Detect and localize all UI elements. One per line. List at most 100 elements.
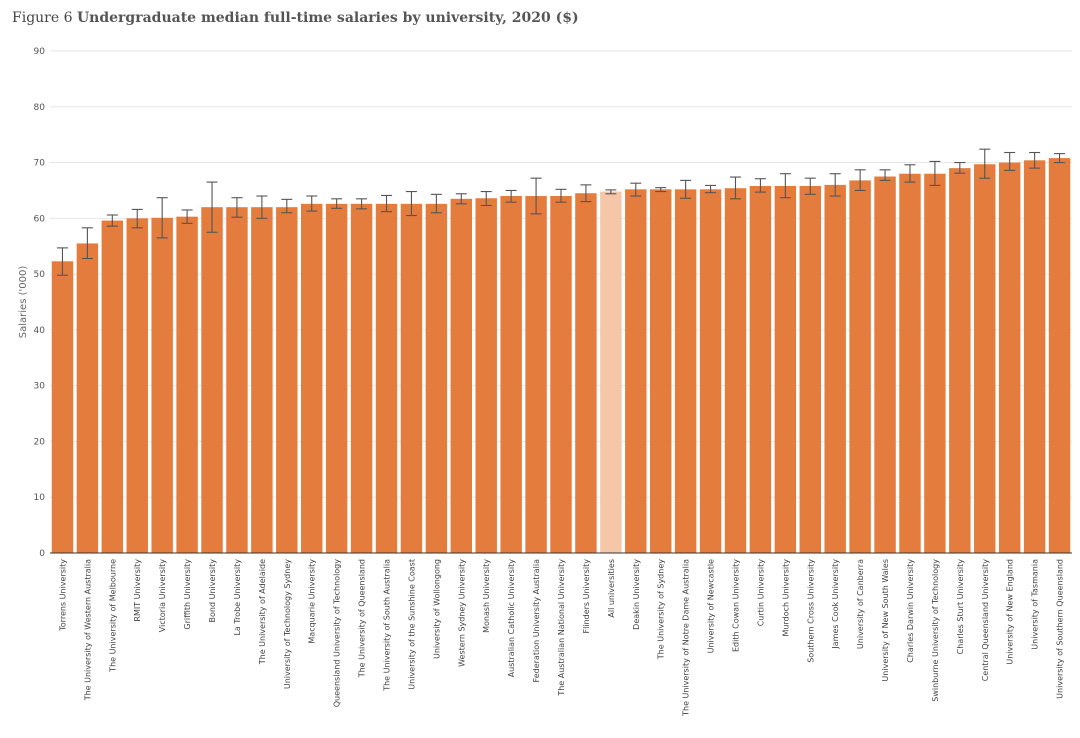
x-tick-label: University of Southern Queensland <box>1056 559 1065 699</box>
y-tick-label: 40 <box>34 326 46 336</box>
x-tick-label: Torrens University <box>58 559 67 632</box>
x-tick-label: University of New South Wales <box>881 559 890 682</box>
x-tick-label: University of Canberra <box>856 559 865 649</box>
x-tick-label: Charles Sturt University <box>956 559 965 655</box>
bar <box>450 198 473 554</box>
x-tick-label: University of Tasmania <box>1031 559 1040 650</box>
y-tick-label: 60 <box>34 214 46 224</box>
x-tick-label: Western Sydney University <box>457 559 466 667</box>
error-bar <box>331 198 343 209</box>
error-bar <box>256 195 268 219</box>
bar <box>625 189 647 553</box>
x-tick-label: All universities <box>607 559 616 618</box>
error-bar <box>181 209 193 224</box>
y-tick-label: 90 <box>34 47 46 57</box>
error-bar <box>106 214 118 227</box>
error-bar <box>156 197 168 239</box>
y-tick-label: 10 <box>34 493 46 503</box>
x-tick-label: Central Queensland University <box>981 559 990 682</box>
bar <box>949 168 971 553</box>
error-bar <box>779 173 791 199</box>
x-tick-label: University of Wollongong <box>432 559 441 659</box>
bar <box>475 198 497 553</box>
bar <box>974 164 996 553</box>
chart-title: Figure 6 Undergraduate median full-time … <box>12 10 579 26</box>
x-tick-label: Charles Darwin University <box>906 559 915 663</box>
y-tick-label: 70 <box>34 159 46 169</box>
bar <box>998 162 1021 554</box>
bar <box>724 188 747 554</box>
error-bar <box>81 227 93 260</box>
x-tick-label: University of the Sunshine Coast <box>407 559 416 690</box>
x-tick-label: The University of Queensland <box>358 559 367 678</box>
error-bar <box>929 160 941 186</box>
bar <box>699 189 722 553</box>
bar <box>201 207 223 553</box>
x-axis-labels: Torrens University The University of West… <box>58 559 1064 717</box>
x-tick-label: La Trobe University <box>233 559 242 636</box>
error-bar <box>356 198 368 210</box>
bar <box>1023 160 1046 553</box>
error-bar <box>580 184 592 203</box>
error-bar <box>56 247 68 276</box>
x-tick-label: The University of Melbourne <box>108 559 117 673</box>
error-bar <box>430 193 442 214</box>
bars <box>51 158 1071 554</box>
error-bar <box>680 179 692 199</box>
bar <box>301 203 323 553</box>
y-tick-label: 30 <box>34 382 46 392</box>
x-tick-label: Deakin University <box>632 559 641 630</box>
x-tick-label: Flinders University <box>582 559 591 634</box>
bar <box>575 193 597 553</box>
x-tick-label: Monash University <box>482 559 491 633</box>
error-bar <box>281 198 293 214</box>
x-tick-label: The University of Sydney <box>657 559 666 660</box>
bar <box>874 176 896 553</box>
bar <box>350 203 373 553</box>
x-tick-label: RMIT University <box>133 559 142 622</box>
x-tick-label: University of Newcastle <box>707 559 716 653</box>
y-tick-label: 80 <box>34 103 46 113</box>
x-tick-label: Queensland University of Technology <box>333 559 342 707</box>
bar <box>151 217 173 553</box>
x-tick-label: The University of South Australia <box>383 559 392 692</box>
error-bar <box>505 189 517 203</box>
bar <box>126 218 148 554</box>
error-bar <box>804 177 816 195</box>
bar <box>176 216 198 553</box>
bar <box>76 243 99 553</box>
bar <box>276 207 298 553</box>
error-bar <box>754 178 766 193</box>
x-tick-label: Federation University Australia <box>532 559 541 683</box>
error-bar <box>1004 151 1016 171</box>
x-tick-label: Southern Cross University <box>806 559 815 663</box>
bar <box>649 189 672 553</box>
x-tick-label: Australian Catholic University <box>507 559 516 678</box>
error-bar <box>854 169 866 191</box>
x-tick-label: University of Technology Sydney <box>283 559 292 689</box>
error-bar <box>705 184 717 194</box>
bar <box>550 196 572 553</box>
error-bar <box>555 188 567 203</box>
error-bar <box>954 162 966 174</box>
bar <box>1048 158 1071 554</box>
figure-title: Undergraduate median full-time salaries … <box>76 10 579 26</box>
error-bar <box>206 181 218 233</box>
error-bar <box>829 173 841 197</box>
x-tick-label: The University of Notre Dame Australia <box>682 559 691 717</box>
x-tick-label: The University of Adelaide <box>258 559 267 665</box>
bar <box>849 180 871 553</box>
figure-number: Figure 6 <box>12 10 73 26</box>
bar <box>51 261 74 553</box>
y-tick-label: 50 <box>34 270 46 280</box>
y-tick-label: 20 <box>34 437 46 447</box>
error-bar <box>455 193 467 205</box>
bar <box>774 185 797 553</box>
error-bars <box>56 148 1066 276</box>
bar <box>375 203 398 553</box>
bar <box>824 184 846 553</box>
bar <box>400 203 423 553</box>
error-bar <box>306 195 318 212</box>
bar <box>799 185 821 553</box>
